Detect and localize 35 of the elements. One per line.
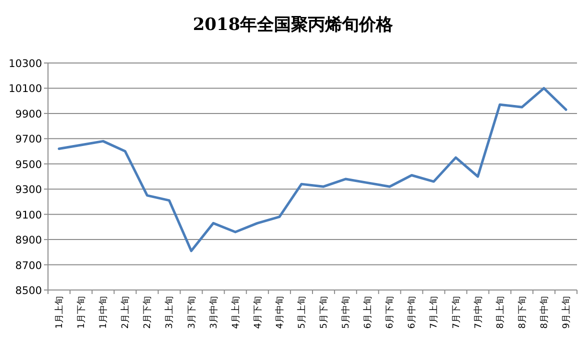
chart-title: 2018年全国聚丙烯旬价格: [192, 15, 394, 35]
x-tick-label: 4月中旬: [274, 296, 286, 329]
x-tick-label: 8月下旬: [516, 296, 528, 329]
y-tick-label: 8500: [15, 285, 42, 297]
y-tick-label: 9500: [15, 158, 42, 171]
y-tick-label: 10100: [8, 83, 42, 96]
x-tick-label: 6月上旬: [362, 296, 374, 329]
x-tick-label: 7月中旬: [472, 296, 484, 329]
y-tick-label: 9300: [15, 184, 42, 196]
y-tick-label: 9100: [15, 209, 42, 222]
y-tick-label: 8900: [15, 234, 42, 247]
x-tick-label: 7月上旬: [428, 296, 440, 329]
x-tick-label: 1月中旬: [98, 296, 110, 329]
x-tick-label: 7月下旬: [450, 296, 462, 329]
x-tick-label: 6月下旬: [384, 296, 396, 329]
x-tick-label: 5月中旬: [340, 296, 352, 329]
x-tick-label: 1月上旬: [54, 296, 66, 329]
y-tick-label: 10300: [8, 58, 42, 70]
x-tick-label: 8月上旬: [494, 296, 506, 329]
x-tick-label: 9月上旬: [560, 296, 572, 329]
x-tick-label: 3月中旬: [208, 296, 220, 329]
x-tick-label: 4月下旬: [252, 296, 264, 329]
y-tick-label: 9900: [15, 108, 42, 120]
x-tick-label: 3月下旬: [186, 296, 198, 329]
y-tick-label: 9700: [15, 134, 42, 146]
x-tick-label: 2月上旬: [120, 296, 132, 329]
x-tick-label: 5月上旬: [296, 296, 308, 329]
x-tick-label: 8月中旬: [538, 296, 550, 329]
x-tick-label: 3月上旬: [164, 296, 176, 329]
x-tick-label: 1月下旬: [76, 296, 88, 329]
y-tick-label: 8700: [15, 260, 42, 272]
x-tick-label: 5月下旬: [318, 296, 330, 329]
x-tick-label: 6月中旬: [406, 296, 418, 329]
x-tick-label: 2月下旬: [142, 296, 154, 329]
x-tick-label: 4月上旬: [230, 296, 242, 329]
